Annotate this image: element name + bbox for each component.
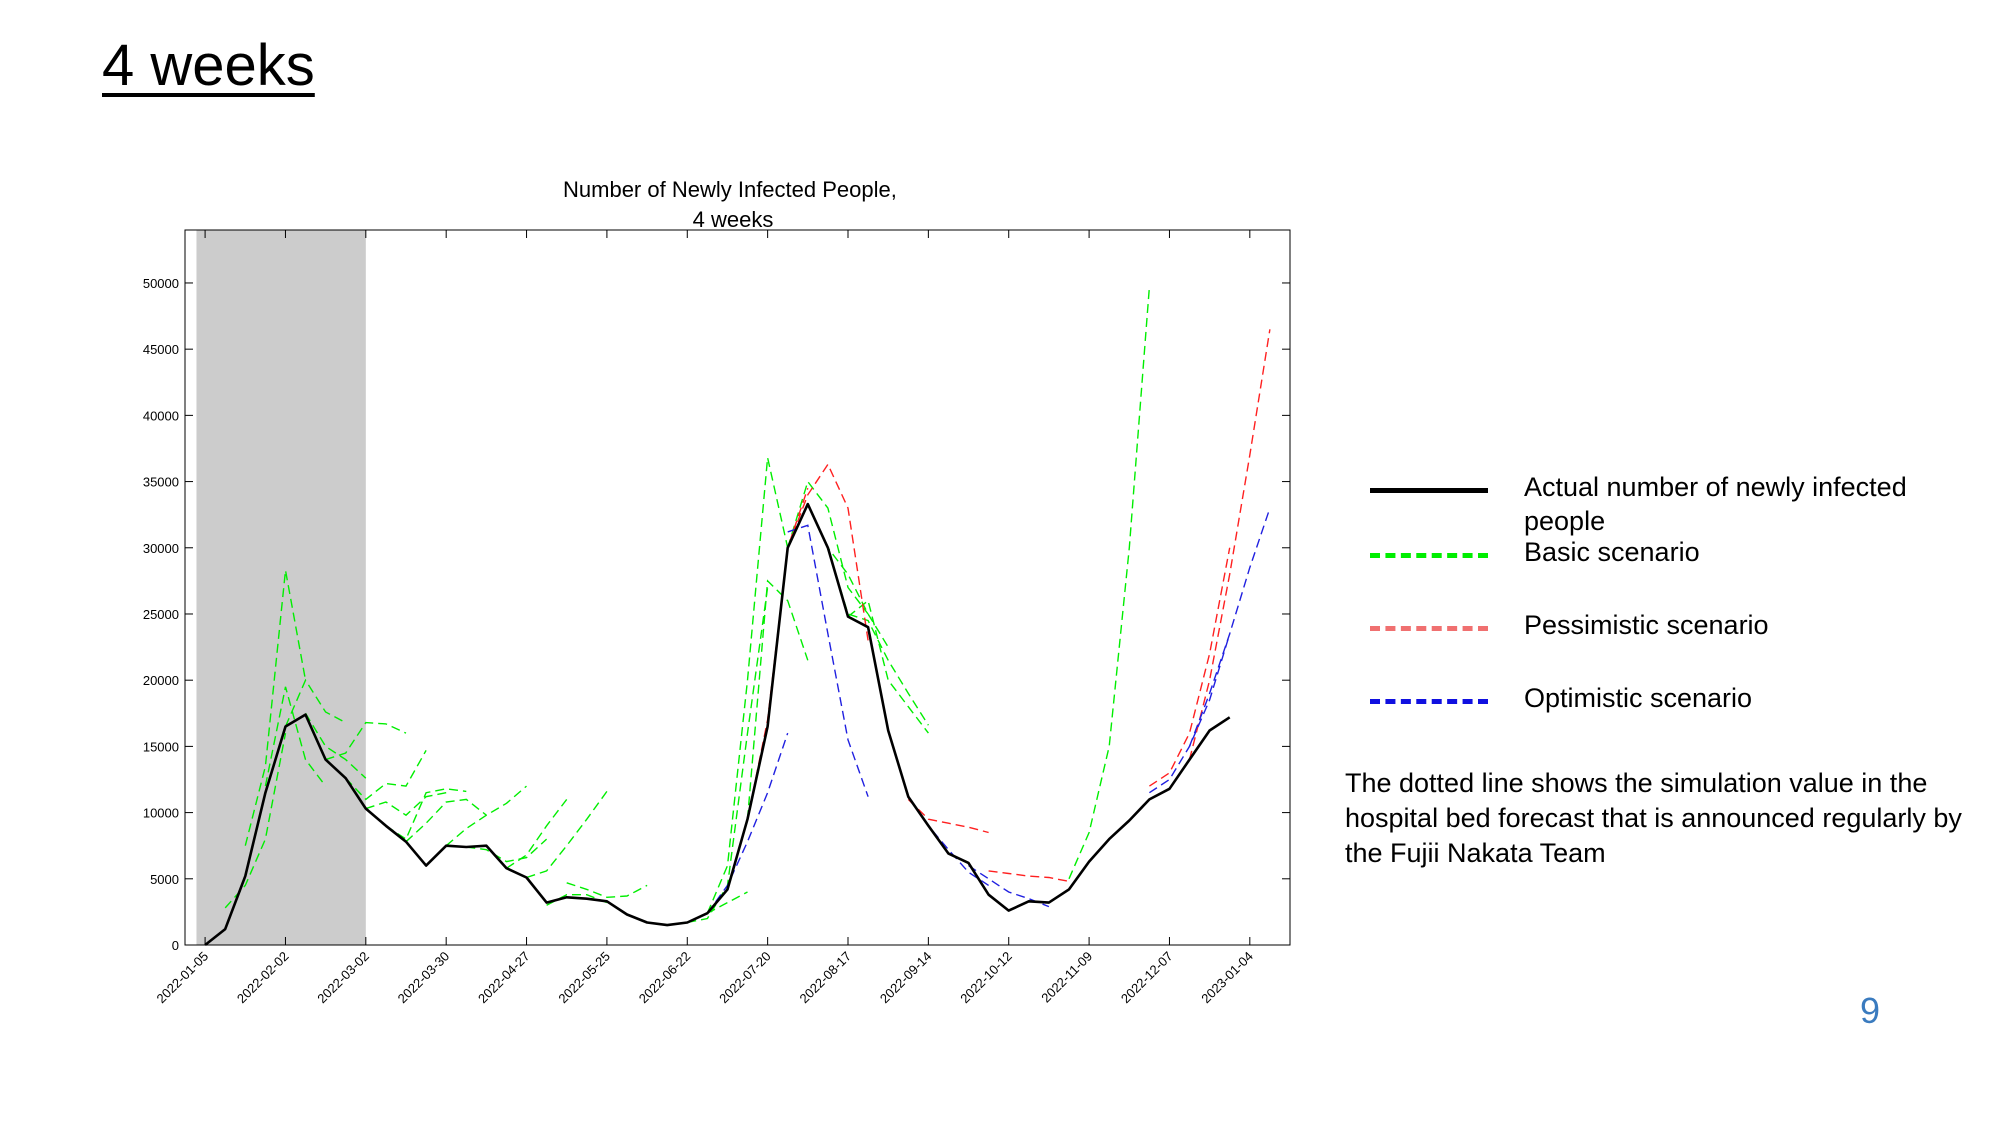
forecast-basic-line: [325, 721, 407, 761]
x-tick-label: 2022-09-14: [877, 949, 935, 1007]
forecast-basic-line: [687, 587, 769, 924]
y-tick-label: 50000: [143, 276, 179, 291]
legend: Actual number of newly infected people B…: [1370, 470, 1990, 730]
x-tick-label: 2022-07-20: [716, 949, 774, 1007]
plot-frame: [184, 229, 1291, 946]
y-tick-label: 5000: [150, 872, 179, 887]
y-tick-label: 40000: [143, 408, 179, 423]
forecast-basic-line: [706, 457, 789, 914]
x-tick-label: 2022-03-30: [395, 949, 453, 1007]
legend-item-pessimistic: Pessimistic scenario: [1370, 608, 1944, 642]
x-tick-label: 2022-03-02: [314, 949, 372, 1007]
forecast-basic-line: [365, 792, 447, 817]
chart-title: Number of Newly Infected People, 4 weeks: [563, 177, 903, 232]
forecast-pessimistic-line: [988, 870, 1070, 883]
slide-title: 4 weeks: [102, 33, 315, 98]
x-tick-label: 2023-01-04: [1198, 949, 1256, 1007]
y-tick-label: 15000: [143, 739, 179, 754]
forecast-optimistic-line: [968, 865, 1050, 908]
forecast-basic-line: [847, 599, 929, 734]
legend-swatch-pessimistic: [1370, 626, 1488, 631]
forecast-pessimistic-line: [907, 798, 989, 834]
forecast-basic-line: [405, 798, 487, 843]
forecast-basic-line: [526, 790, 608, 879]
y-tick-label: 25000: [143, 607, 179, 622]
actual-series-line: [204, 502, 1231, 947]
y-tick-label: 45000: [143, 342, 179, 357]
forecast-basic-line: [746, 579, 809, 820]
forecast-basic-line: [807, 503, 889, 648]
forecast-pessimistic-line: [787, 462, 869, 641]
forecast-basic-line: [827, 547, 929, 726]
x-tick-label: 2022-11-09: [1038, 949, 1095, 1006]
legend-label-pessimistic: Pessimistic scenario: [1524, 610, 1769, 640]
x-tick-label: 2022-10-12: [957, 949, 1015, 1007]
forecast-optimistic-line: [907, 796, 989, 886]
forecast-optimistic-line: [1149, 633, 1231, 794]
x-tick-label: 2022-01-05: [154, 949, 212, 1007]
page-number: 9: [1860, 990, 1881, 1031]
y-tick-label: 0: [172, 938, 179, 953]
chart-title-line-1: Number of Newly Infected People,: [563, 177, 897, 202]
y-tick-label: 30000: [143, 541, 179, 556]
x-tick-label: 2022-04-27: [475, 949, 533, 1007]
forecast-basic-line: [385, 788, 467, 841]
legend-item-optimistic: Optimistic scenario: [1370, 681, 1944, 715]
x-tick-label: 2022-02-02: [234, 949, 292, 1007]
legend-swatch-basic: [1370, 553, 1488, 558]
forecast-pessimistic-line: [746, 487, 809, 820]
forecast-basic-line: [667, 891, 748, 926]
y-tick-label: 10000: [143, 806, 179, 821]
legend-label-basic: Basic scenario: [1524, 537, 1700, 567]
forecast-basic-line: [566, 882, 648, 899]
actual-line: [204, 502, 1231, 947]
legend-item-actual: Actual number of newly infected people: [1370, 470, 1944, 538]
forecast-optimistic-line: [787, 524, 869, 797]
shaded-region: [196, 230, 366, 945]
forecast-optimistic-line: [706, 732, 789, 914]
forecast-basic-line: [284, 678, 347, 727]
x-tick-label: 2022-08-17: [796, 949, 854, 1007]
forecast-pessimistic-line: [1188, 329, 1271, 760]
footnote: The dotted line shows the simulation val…: [1345, 768, 1962, 868]
y-axis: 0 5000 10000 15000 20000 25000 30000 35000 40000…: [143, 276, 1290, 953]
forecast-basic-line: [506, 798, 568, 869]
chart-title-line-2: 4 weeks: [693, 207, 774, 232]
x-tick-label: 2022-05-25: [555, 949, 613, 1007]
forecast-lines: [224, 286, 1271, 926]
legend-label-actual: Actual number of newly infected people: [1524, 472, 1907, 536]
y-tick-label: 20000: [143, 673, 179, 688]
plot-border: [184, 229, 1291, 946]
forecast-basic-line: [224, 732, 287, 909]
forecast-basic-line: [264, 686, 327, 787]
forecast-basic-line: [345, 750, 427, 801]
legend-item-basic: Basic scenario: [1370, 535, 1944, 569]
legend-swatch-optimistic: [1370, 699, 1488, 704]
legend-label-optimistic: Optimistic scenario: [1524, 683, 1753, 713]
forecast-basic-line: [546, 894, 608, 906]
y-tick-label: 35000: [143, 475, 179, 490]
shaded-band: [196, 230, 366, 945]
x-tick-label: 2022-12-07: [1118, 949, 1176, 1007]
forecast-basic-line: [787, 480, 869, 615]
forecast-basic-line: [466, 838, 548, 863]
legend-swatch-actual: [1370, 488, 1488, 493]
forecast-basic-line: [1068, 286, 1151, 880]
x-tick-label: 2022-06-22: [636, 949, 694, 1007]
forecast-optimistic-line: [1188, 507, 1271, 747]
forecast-basic-line: [445, 785, 527, 847]
forecast-basic-line: [304, 712, 367, 779]
forecast-pessimistic-line: [1149, 547, 1231, 787]
